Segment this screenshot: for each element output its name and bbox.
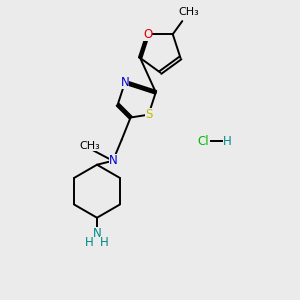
Text: Cl: Cl (197, 135, 209, 148)
Text: N: N (93, 227, 101, 240)
Text: CH₃: CH₃ (80, 141, 101, 151)
Text: S: S (145, 108, 152, 121)
Text: H: H (100, 236, 109, 249)
Text: N: N (109, 154, 117, 167)
Text: H: H (223, 135, 232, 148)
Text: CH₃: CH₃ (178, 7, 199, 17)
Text: O: O (143, 28, 152, 41)
Text: H: H (85, 236, 94, 249)
Text: N: N (121, 76, 129, 89)
